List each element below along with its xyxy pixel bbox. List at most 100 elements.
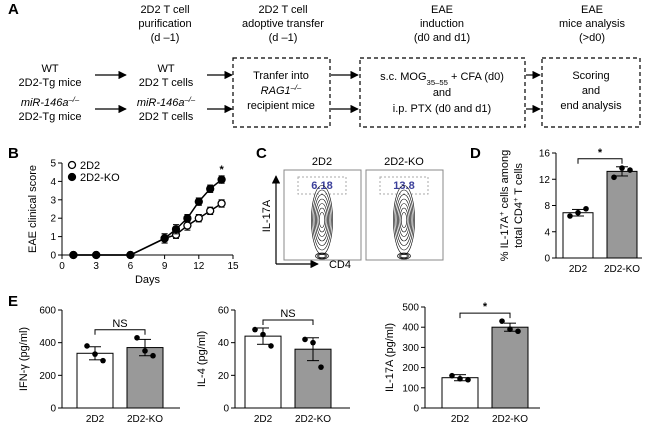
point [206,206,215,215]
contour [396,198,411,242]
contour [311,185,333,255]
step-header: EAE [431,4,453,16]
y-axis-label: EAE clinical score [27,165,39,253]
point [206,184,215,193]
point [183,214,192,223]
data-point [449,372,455,379]
x-tick-label: 3 [93,261,99,272]
flow-plot-title: 2D2 [312,156,332,168]
step-header: adoptive transfer [242,18,324,30]
contour [400,254,408,259]
flow-plot-title: 2D2-KO [384,156,424,168]
data-point [515,328,521,335]
contour [397,252,411,260]
text-part: % IL-17A [499,215,511,261]
bar [441,377,479,409]
data-point [627,167,633,173]
x-tick-label: 2D2-KO [604,264,640,275]
data-point [611,174,617,181]
step-box-text: and [433,87,451,99]
y-tick-label: 12 [539,175,551,186]
point [217,175,226,184]
flow-plot-frame [283,169,362,261]
x-tick-label: 2D2 [451,414,470,425]
text-part: miR-146a [137,97,185,109]
bar [244,335,282,409]
data-point [567,213,573,219]
legend-label: 2D2 [80,160,100,172]
x-tick-label: 0 [59,261,65,272]
significance-bracket [94,329,146,335]
contour [317,207,327,233]
point [217,199,226,208]
y-tick-label: 40 [218,338,230,349]
y-tick-label: 16 [539,149,551,160]
data-point [142,348,148,354]
significance: NS [280,308,295,320]
panel-label: A [8,1,19,18]
flow-gate-value: 6.18 [311,180,332,192]
data-point [100,357,106,364]
x-tick-label: 2D2-KO [492,414,528,425]
flow-x-label: CD4 [329,259,351,271]
donor-cells: 2D2 T cells [139,77,194,89]
text-part: total CD4 [513,202,525,248]
y-tick-label: 3 [50,195,56,206]
step-box-text: s.c. MOG35–55 + CFA (d0) [380,71,504,87]
bar [606,170,638,259]
data-point [465,376,471,383]
step-box-text: end analysis [560,100,622,112]
y-axis-label: % IL-17A+ cells among [497,150,512,262]
flow-y-label: IL-17A [261,199,273,232]
y-tick-label: 5 [50,159,56,170]
contour [399,207,409,233]
legend-marker [67,160,77,170]
y-tick-label: 1 [50,232,56,243]
point [126,250,135,260]
text-part: 35–55 [427,78,448,87]
text-part: RAG1 [261,85,291,97]
flow-axes [271,175,319,269]
significance: NS [112,318,127,330]
text-part: miR-146a [21,97,69,109]
donor-cells: WT [157,63,174,75]
significance: * [483,301,488,313]
data-point [134,334,140,341]
step-box-text: and [582,85,600,97]
step-header: induction [420,18,464,30]
point [92,250,101,260]
data-point [507,326,513,333]
significance-bracket [577,158,623,164]
y-axis-label: IL-4 (pg/ml) [196,331,208,387]
data-point [457,375,463,382]
step-header: EAE [581,4,603,16]
point [171,225,181,234]
donor-mice: miR-146a–/– [21,95,80,110]
significance-bracket [262,319,314,325]
flow-gate [379,176,429,195]
significance: * [219,164,224,176]
text-part: –/– [68,95,80,104]
donor-cells: miR-146a–/– [137,95,196,110]
y-tick-label: 100 [402,383,419,394]
bar [126,347,164,409]
text-part: + CFA (d0) [448,71,504,83]
data-point [252,326,258,333]
point [69,250,78,260]
donor-mice: 2D2-Tg mice [19,111,82,123]
y-axis-label: total CD4+ T cells [511,163,526,248]
data-point [92,351,98,357]
x-tick-label: 6 [128,261,134,272]
contour [318,212,326,228]
significance: * [598,147,603,159]
point [183,221,192,230]
y-tick-label: 60 [218,306,230,317]
y-tick-label: 0 [544,254,550,265]
contour [316,203,328,237]
contour [316,253,328,259]
panel-label: D [470,145,481,162]
contour [398,203,410,237]
step-header: mice analysis [559,18,626,30]
y-tick-label: 0 [50,404,56,415]
step-header: (d0 and d1) [414,32,470,44]
